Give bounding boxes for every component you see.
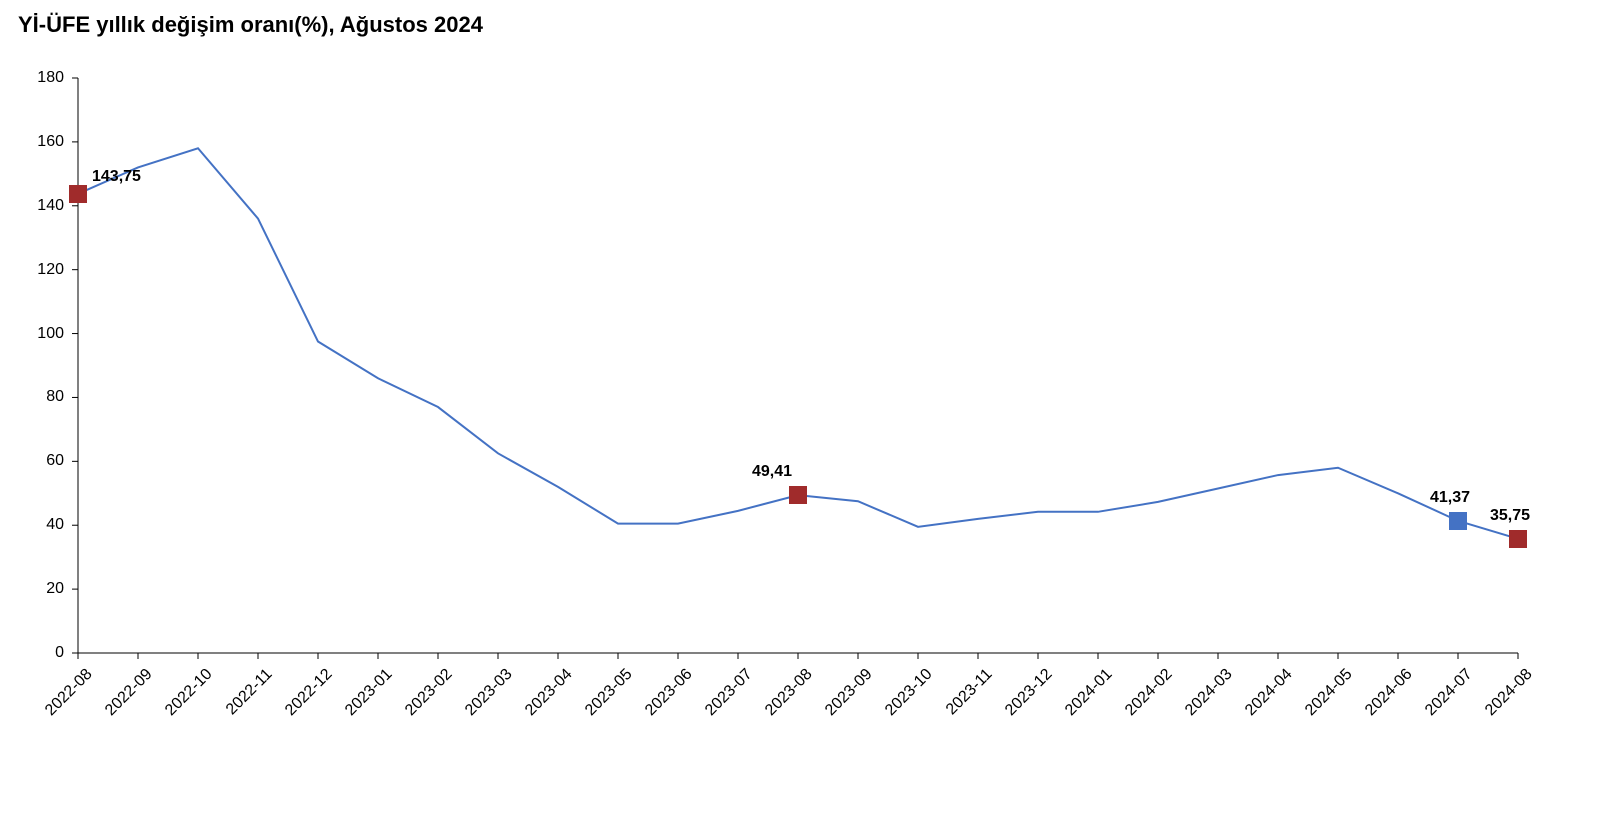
- x-tick-label: 2022-08: [27, 666, 96, 735]
- x-tick-label: 2023-05: [567, 666, 636, 735]
- x-tick-label: 2023-06: [627, 666, 696, 735]
- x-tick-label: 2024-04: [1227, 666, 1296, 735]
- chart-svg: [78, 78, 1518, 653]
- x-tick-label: 2023-08: [747, 666, 816, 735]
- plot-area: 0204060801001201401601802022-082022-0920…: [78, 78, 1518, 653]
- data-marker: [69, 185, 87, 203]
- y-tick-label: 80: [24, 388, 64, 406]
- y-tick-label: 180: [24, 69, 64, 87]
- y-tick-label: 20: [24, 580, 64, 598]
- x-tick-label: 2022-12: [267, 666, 336, 735]
- x-tick-label: 2024-05: [1287, 666, 1356, 735]
- x-tick-label: 2023-10: [867, 666, 936, 735]
- x-tick-label: 2023-07: [687, 666, 756, 735]
- y-tick-label: 60: [24, 452, 64, 470]
- series-line: [78, 148, 1518, 539]
- y-tick-label: 40: [24, 516, 64, 534]
- x-tick-label: 2024-06: [1347, 666, 1416, 735]
- x-tick-label: 2022-10: [147, 666, 216, 735]
- x-tick-label: 2022-11: [207, 666, 276, 735]
- y-tick-label: 160: [24, 133, 64, 151]
- x-tick-label: 2023-04: [507, 666, 576, 735]
- data-label: 41,37: [1430, 489, 1470, 507]
- x-tick-label: 2023-09: [807, 666, 876, 735]
- y-tick-label: 120: [24, 261, 64, 279]
- data-marker: [1449, 512, 1467, 530]
- chart-title: Yİ-ÜFE yıllık değişim oranı(%), Ağustos …: [18, 12, 483, 38]
- x-tick-label: 2024-01: [1047, 666, 1116, 735]
- y-tick-label: 140: [24, 197, 64, 215]
- x-tick-label: 2023-11: [927, 666, 996, 735]
- data-marker: [789, 486, 807, 504]
- data-label: 143,75: [92, 168, 141, 186]
- chart-container: Yİ-ÜFE yıllık değişim oranı(%), Ağustos …: [0, 0, 1612, 814]
- x-tick-label: 2024-02: [1107, 666, 1176, 735]
- x-tick-label: 2023-02: [387, 666, 456, 735]
- y-tick-label: 0: [24, 644, 64, 662]
- x-tick-label: 2023-12: [987, 666, 1056, 735]
- x-tick-label: 2023-01: [327, 666, 396, 735]
- y-tick-label: 100: [24, 325, 64, 343]
- x-tick-label: 2024-03: [1167, 666, 1236, 735]
- x-tick-label: 2023-03: [447, 666, 516, 735]
- data-label: 35,75: [1490, 507, 1530, 525]
- x-tick-label: 2024-08: [1467, 666, 1536, 735]
- data-label: 49,41: [752, 463, 792, 481]
- data-marker: [1509, 530, 1527, 548]
- x-tick-label: 2024-07: [1407, 666, 1476, 735]
- x-tick-label: 2022-09: [87, 666, 156, 735]
